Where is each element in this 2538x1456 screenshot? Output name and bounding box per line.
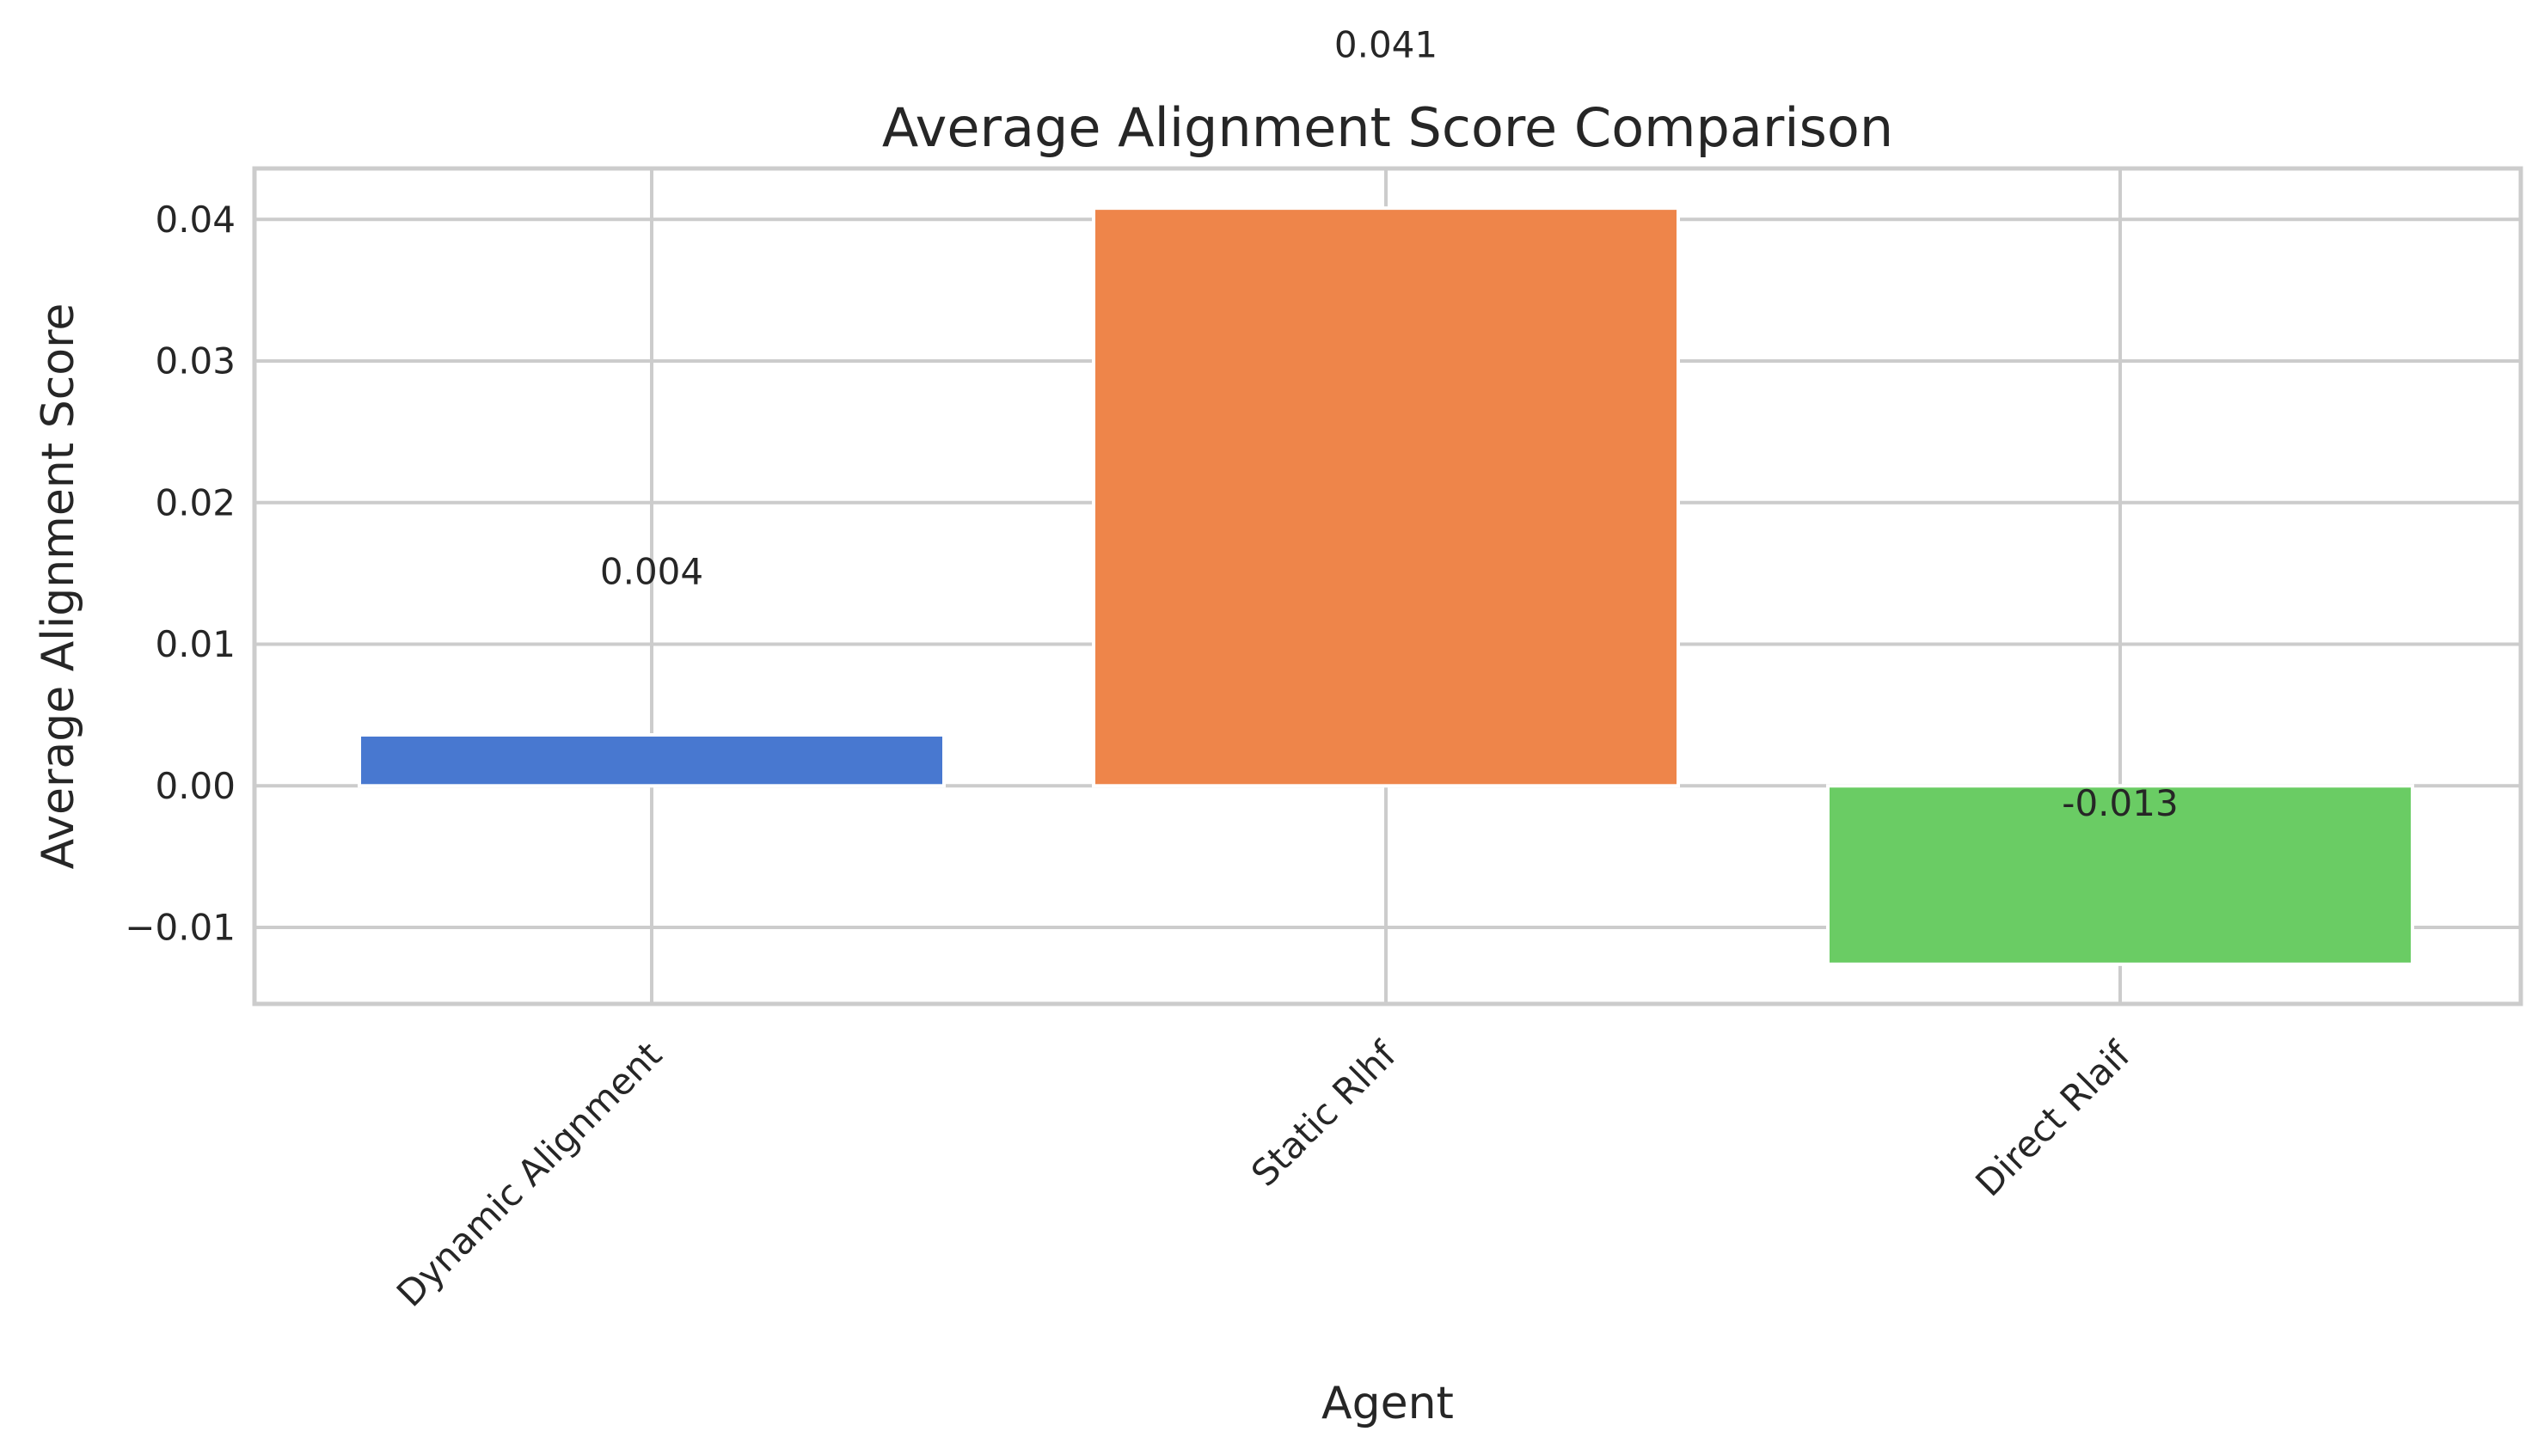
- bar-value-labels: 0.004 0.041 -0.013: [600, 24, 2179, 824]
- y-tick-label: 0.00: [155, 765, 236, 807]
- y-tick-label: 0.04: [155, 199, 236, 241]
- y-tick-label: 0.01: [155, 623, 236, 665]
- y-axis-label: Average Alignment Score: [33, 303, 84, 870]
- x-tick-label: Static Rlhf: [1243, 1033, 1405, 1195]
- x-axis-ticks: Dynamic Alignment Static Rlhf Direct Rlaif: [389, 1033, 2139, 1315]
- bar-value-label: -0.013: [2062, 782, 2178, 824]
- bar-direct-rlaif: [1826, 784, 2414, 966]
- y-tick-label: 0.02: [155, 481, 236, 523]
- bars: [358, 206, 2414, 966]
- bar-dynamic-alignment: [358, 732, 946, 788]
- bar-value-label: 0.041: [1334, 24, 1438, 66]
- x-tick-label: Dynamic Alignment: [389, 1033, 670, 1314]
- bar-static-rlhf: [1092, 206, 1680, 788]
- y-tick-label: 0.03: [155, 340, 236, 382]
- bar-value-label: 0.004: [600, 550, 703, 592]
- y-axis-ticks: −0.01 0.00 0.01 0.02 0.03 0.04: [125, 199, 236, 949]
- plot-frame: [252, 166, 2523, 1006]
- chart-title: Average Alignment Score Comparison: [882, 96, 1893, 159]
- x-axis-label: Agent: [1321, 1378, 1454, 1429]
- y-tick-label: −0.01: [125, 907, 236, 949]
- x-tick-label: Direct Rlaif: [1967, 1033, 2139, 1205]
